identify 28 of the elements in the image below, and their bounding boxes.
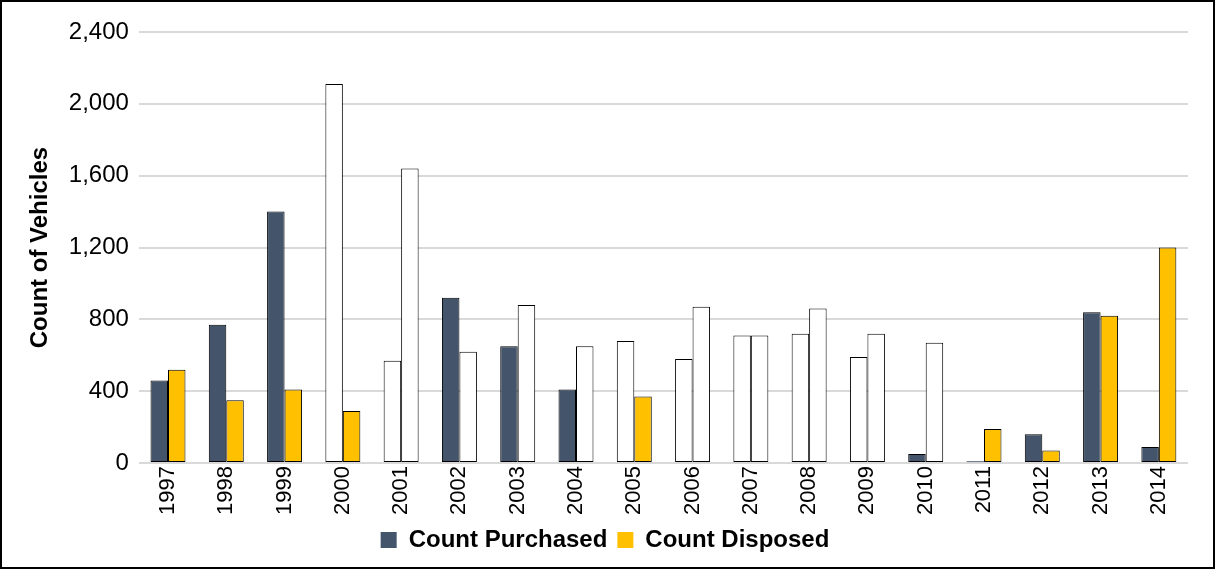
x-tick-label: 1998: [212, 466, 238, 516]
x-tick-label: 2010: [911, 466, 937, 516]
x-tick-label: 2001: [387, 466, 413, 516]
y-tick-label: 400: [88, 375, 129, 403]
y-tick-label: 1,600: [68, 160, 129, 188]
x-tick-label: 1997: [154, 466, 180, 516]
legend-label: Count Purchased: [408, 524, 608, 552]
x-tick-label: 2007: [736, 466, 762, 516]
x-tick-label: 2004: [562, 466, 588, 516]
x-tick-label: 2003: [503, 466, 529, 516]
x-tick-label: 2011: [970, 466, 996, 514]
y-tick-label: 1,200: [68, 232, 129, 260]
y-tick-label: 2,000: [68, 88, 129, 116]
x-tick-label: 2008: [795, 466, 821, 516]
x-tick-label: 2002: [445, 466, 471, 516]
x-tick-label: 2000: [328, 466, 354, 516]
legend-label: Count Disposed: [645, 524, 830, 552]
x-tick-label: 2012: [1028, 466, 1054, 516]
y-axis-title: Count of Vehicles: [25, 146, 53, 349]
y-tick-label: 0: [115, 447, 129, 475]
x-tick-label: 2014: [1144, 466, 1170, 516]
x-tick-label: 2013: [1086, 466, 1112, 516]
x-tick-label: 2009: [853, 466, 879, 516]
x-tick-label: 1999: [270, 466, 296, 516]
x-tick-label: 2006: [678, 466, 704, 516]
y-tick-label: 800: [88, 304, 129, 331]
y-tick-label: 2,400: [68, 16, 129, 44]
x-tick-label: 2005: [620, 466, 646, 516]
